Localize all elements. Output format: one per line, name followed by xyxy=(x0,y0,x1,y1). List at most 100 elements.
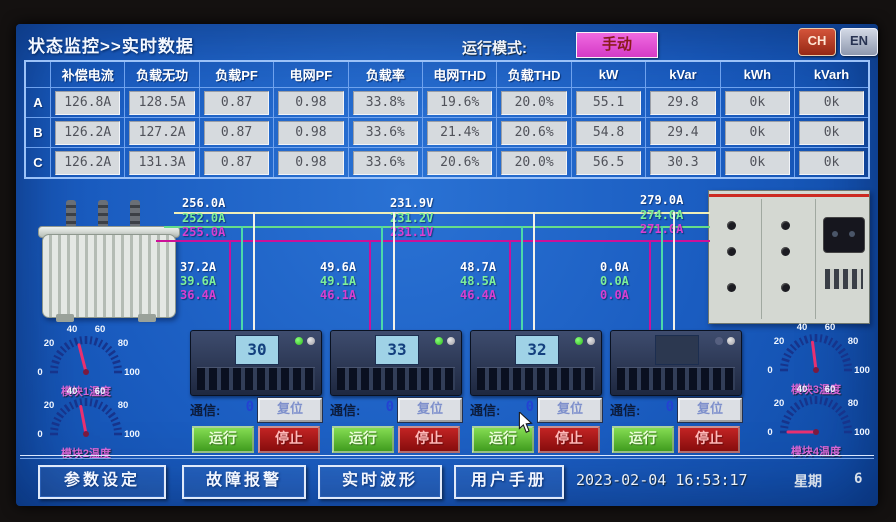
gauge-module-1-temp: 0 20 40 60 80 100 模块1温度 xyxy=(28,324,144,399)
col-header: 补偿电流 xyxy=(49,60,126,88)
led-gray-icon xyxy=(447,337,455,345)
run-button[interactable]: 运行 xyxy=(612,426,674,453)
parameter-settings-button[interactable]: 参数设定 xyxy=(38,465,166,499)
bus-current-label: 255.0A xyxy=(182,225,226,239)
branch-current-label: 0.0A xyxy=(600,288,629,302)
comm-label: 通信: xyxy=(610,403,641,418)
value-cell: 30.3 xyxy=(650,150,716,175)
svg-text:100: 100 xyxy=(124,367,140,378)
svg-text:40: 40 xyxy=(67,324,78,335)
led-green-icon xyxy=(435,337,443,345)
fault-alarm-button[interactable]: 故障报警 xyxy=(182,465,306,499)
reset-button[interactable]: 复位 xyxy=(397,397,463,423)
led-green-icon xyxy=(295,337,303,345)
module-display: 30 xyxy=(235,335,279,365)
module-display: 33 xyxy=(375,335,419,365)
module-2-group: 33 通信: 0 复位 运行 停止 xyxy=(330,330,463,462)
module-4-group: 通信: 0 复位 运行 停止 xyxy=(610,330,743,462)
bus-current-label: 279.0A xyxy=(640,193,684,207)
value-cell: 127.2A xyxy=(129,120,195,145)
module-device-graphic: 30 xyxy=(190,330,322,396)
value-cell: 20.6% xyxy=(501,120,567,145)
led-green-icon xyxy=(715,337,723,345)
footer-divider xyxy=(20,455,874,459)
value-cell: 56.5 xyxy=(575,150,642,175)
value-cell: 54.8 xyxy=(575,120,642,145)
transformer-graphic xyxy=(34,196,184,324)
branch-current-label: 46.4A xyxy=(460,288,497,302)
terminal-strip xyxy=(617,367,735,390)
terminal-strip xyxy=(197,367,315,390)
value-cell: 126.2A xyxy=(55,120,121,145)
svg-text:40: 40 xyxy=(67,386,78,397)
reset-button[interactable]: 复位 xyxy=(537,397,603,423)
language-en-icon[interactable]: EN xyxy=(840,28,878,56)
svg-text:20: 20 xyxy=(774,336,785,347)
bus-current-label: 274.0A xyxy=(640,208,684,222)
value-cell: 128.5A xyxy=(129,90,195,115)
realtime-data-table: 补偿电流 负载无功 负载PF 电网PF 负载率 电网THD 负载THD kW k… xyxy=(24,60,870,179)
value-cell: 0.98 xyxy=(278,120,344,145)
col-header: 负载THD xyxy=(496,60,572,88)
table-header-row: 补偿电流 负载无功 负载PF 电网PF 负载率 电网THD 负载THD kW k… xyxy=(24,60,870,88)
run-mode-button[interactable]: 手动 xyxy=(576,32,658,58)
value-cell: 0k xyxy=(724,120,791,145)
weekday-label: 星期 xyxy=(794,473,822,489)
svg-text:100: 100 xyxy=(124,429,140,440)
svg-text:80: 80 xyxy=(848,398,859,409)
mouse-cursor-icon xyxy=(518,412,533,433)
transformer-bushing-icon xyxy=(130,200,140,228)
module-display: 32 xyxy=(515,335,559,365)
col-header: kWh xyxy=(719,60,796,88)
value-cell: 126.8A xyxy=(55,90,121,115)
table-row-b: B 126.2A 127.2A 0.87 0.98 33.6% 21.4% 20… xyxy=(24,117,870,148)
svg-text:40: 40 xyxy=(797,322,808,333)
branch-current-label: 49.1A xyxy=(320,274,357,288)
svg-text:100: 100 xyxy=(854,365,870,376)
led-gray-icon xyxy=(587,337,595,345)
run-button[interactable]: 运行 xyxy=(472,426,534,453)
user-manual-button[interactable]: 用户手册 xyxy=(454,465,564,499)
reset-button[interactable]: 复位 xyxy=(677,397,743,423)
stop-button[interactable]: 停止 xyxy=(538,426,600,453)
value-cell: 55.1 xyxy=(575,90,642,115)
value-cell: 0.87 xyxy=(203,150,270,175)
branch-current-label: 48.7A xyxy=(460,260,497,274)
realtime-waveform-button[interactable]: 实时波形 xyxy=(318,465,442,499)
led-green-icon xyxy=(575,337,583,345)
comm-value: 0 xyxy=(665,399,674,415)
bus-voltage-label: 231.1V xyxy=(390,225,434,239)
stop-button[interactable]: 停止 xyxy=(398,426,460,453)
branch-current-label: 39.6A xyxy=(180,274,217,288)
reset-button[interactable]: 复位 xyxy=(257,397,323,423)
phase-a-busline xyxy=(174,212,710,214)
svg-text:0: 0 xyxy=(767,427,772,438)
stop-button[interactable]: 停止 xyxy=(678,426,740,453)
value-cell: 0.87 xyxy=(203,120,270,145)
value-cell: 29.8 xyxy=(650,90,716,115)
value-cell: 0.98 xyxy=(278,90,344,115)
value-cell: 20.0% xyxy=(501,150,567,175)
svg-text:80: 80 xyxy=(848,336,859,347)
language-ch-icon[interactable]: CH xyxy=(798,28,836,56)
row-label: C xyxy=(24,147,51,179)
comm-value: 0 xyxy=(245,399,254,415)
run-button[interactable]: 运行 xyxy=(332,426,394,453)
stop-button[interactable]: 停止 xyxy=(258,426,320,453)
value-cell: 33.6% xyxy=(352,150,419,175)
svg-text:0: 0 xyxy=(37,367,42,378)
value-cell: 33.8% xyxy=(352,90,419,115)
svg-text:0: 0 xyxy=(37,429,42,440)
branch-current-label: 49.6A xyxy=(320,260,357,274)
branch-current-label: 0.0A xyxy=(600,274,629,288)
row-label: B xyxy=(24,117,51,148)
run-button[interactable]: 运行 xyxy=(192,426,254,453)
value-cell: 0.87 xyxy=(203,90,270,115)
value-cell: 0k xyxy=(799,120,864,145)
phase-c-busline xyxy=(156,240,710,242)
gauge-caption: 模块2温度 xyxy=(60,448,112,460)
comm-label: 通信: xyxy=(190,403,221,418)
module-device-graphic xyxy=(610,330,742,396)
terminal-strip xyxy=(477,367,595,390)
value-cell: 0k xyxy=(799,150,864,175)
